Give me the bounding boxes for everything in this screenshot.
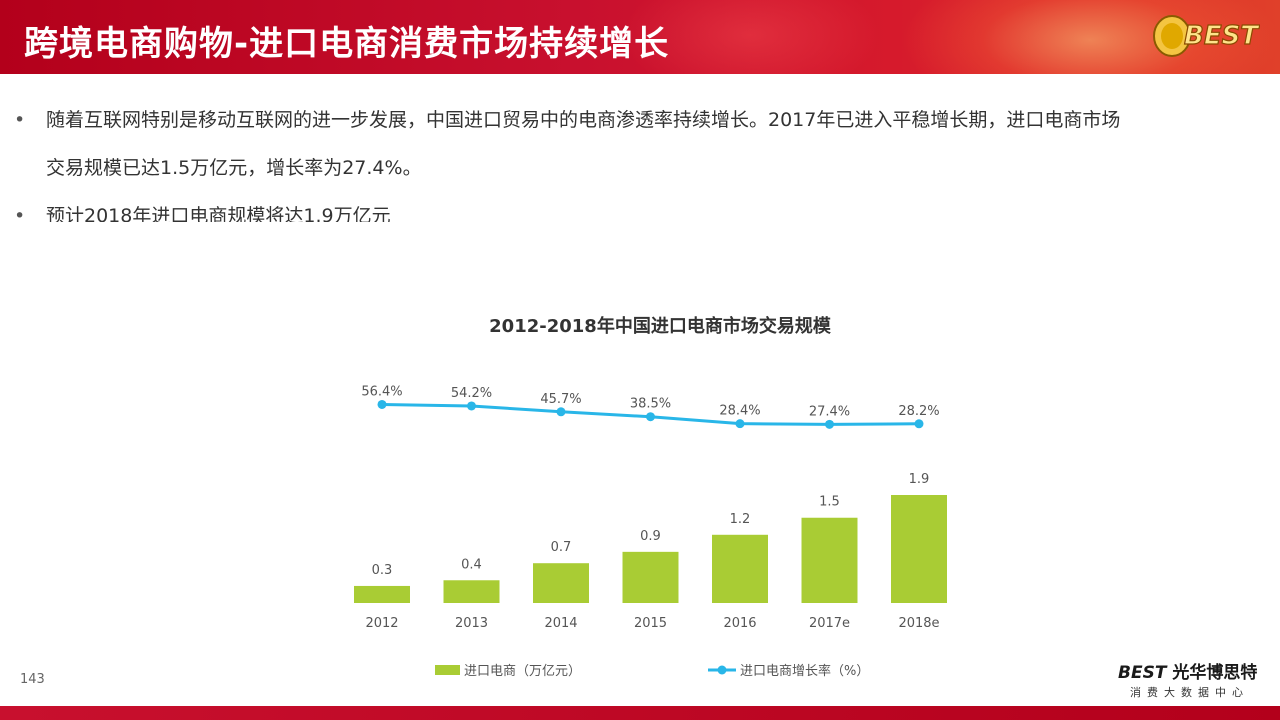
growth-rate-label: 28.4%	[719, 404, 760, 419]
bar	[712, 534, 768, 603]
growth-rate-point	[467, 401, 476, 411]
bar-value-label: 1.2	[730, 512, 751, 527]
bar-value-label: 0.3	[372, 563, 393, 578]
x-tick-label: 2013	[455, 616, 488, 631]
growth-rate-point	[735, 419, 745, 429]
bullet-item-2: • 预计2018年进口电商规模将达1.9万亿元	[14, 192, 1264, 222]
header-glow-secondary	[620, 0, 880, 74]
header-glow	[900, 0, 1280, 74]
bullet-item-1: • 随着互联网特别是移动互联网的进一步发展，中国进口贸易中的电商渗透率持续增长。…	[14, 96, 1264, 192]
x-tick-label: 2014	[544, 616, 577, 631]
bar	[801, 517, 858, 603]
legend-line-label: 进口电商增长率（%）	[740, 663, 869, 679]
page-number: 143	[20, 672, 45, 687]
x-tick-label: 2017e	[809, 616, 850, 631]
bar-value-label: 1.5	[819, 495, 840, 510]
growth-rate-point	[556, 407, 566, 417]
bullet-list: • 随着互联网特别是移动互联网的进一步发展，中国进口贸易中的电商渗透率持续增长。…	[14, 96, 1264, 222]
bullet-marker: •	[14, 205, 26, 222]
bullet-marker: •	[14, 109, 26, 131]
chart-title: 2012-2018年中国进口电商市场交易规模	[489, 316, 831, 337]
header-banner: 跨境电商购物-进口电商消费市场持续增长 BEST	[0, 0, 1280, 74]
x-tick-label: 2018e	[898, 616, 939, 631]
brand-logo: BEST 光华博思特 消费大数据中心	[1118, 658, 1268, 702]
bar-value-label: 0.4	[461, 557, 482, 572]
bar	[533, 563, 589, 603]
growth-rate-point	[646, 412, 655, 422]
growth-rate-point	[825, 419, 834, 429]
legend-bar-swatch	[435, 665, 460, 675]
footer-bar	[0, 706, 1280, 720]
x-tick-label: 2016	[723, 616, 756, 631]
bar-value-label: 1.9	[909, 472, 930, 487]
bar	[622, 551, 679, 603]
chart-plot-area: 0.3 2012 0.4 2013 0.7 2014 0.9 2015 1.2 2016 1.5 20…	[354, 384, 947, 679]
slide-title: 跨境电商购物-进口电商消费市场持续增长	[24, 24, 670, 64]
best-logo-icon: BEST	[1153, 15, 1260, 57]
legend-line-marker	[717, 665, 727, 675]
brand-cn-text: 光华博思特	[1172, 663, 1258, 683]
growth-rate-label: 54.2%	[451, 386, 492, 401]
growth-rate-label: 38.5%	[630, 397, 671, 412]
growth-rate-label: 45.7%	[540, 392, 581, 407]
bar	[354, 585, 410, 603]
growth-rate-point	[914, 419, 924, 429]
logo-text: BEST	[1184, 21, 1260, 51]
bar	[891, 495, 947, 603]
legend-bar-label: 进口电商（万亿元）	[464, 664, 581, 679]
brand-name: BEST 光华博思特	[1118, 658, 1257, 683]
growth-rate-point	[377, 399, 387, 409]
brand-subtitle: 消费大数据中心	[1130, 686, 1249, 699]
growth-rate-label: 27.4%	[809, 404, 850, 419]
bullet-text-line1: 预计2018年进口电商规模将达1.9万亿元	[46, 205, 391, 222]
bullet-text-line1: 随着互联网特别是移动互联网的进一步发展，中国进口贸易中的电商渗透率持续增长。20…	[46, 109, 1121, 131]
bar	[443, 580, 500, 603]
bullet-text-line2: 交易规模已达1.5万亿元，增长率为27.4%。	[46, 157, 422, 179]
growth-rate-label: 28.2%	[898, 404, 939, 419]
x-tick-label: 2015	[634, 616, 667, 631]
growth-rate-label: 56.4%	[361, 384, 402, 399]
brand-best-text: BEST	[1118, 663, 1167, 683]
bar-value-label: 0.9	[640, 529, 661, 544]
x-tick-label: 2012	[365, 616, 398, 631]
bar-value-label: 0.7	[551, 540, 572, 555]
